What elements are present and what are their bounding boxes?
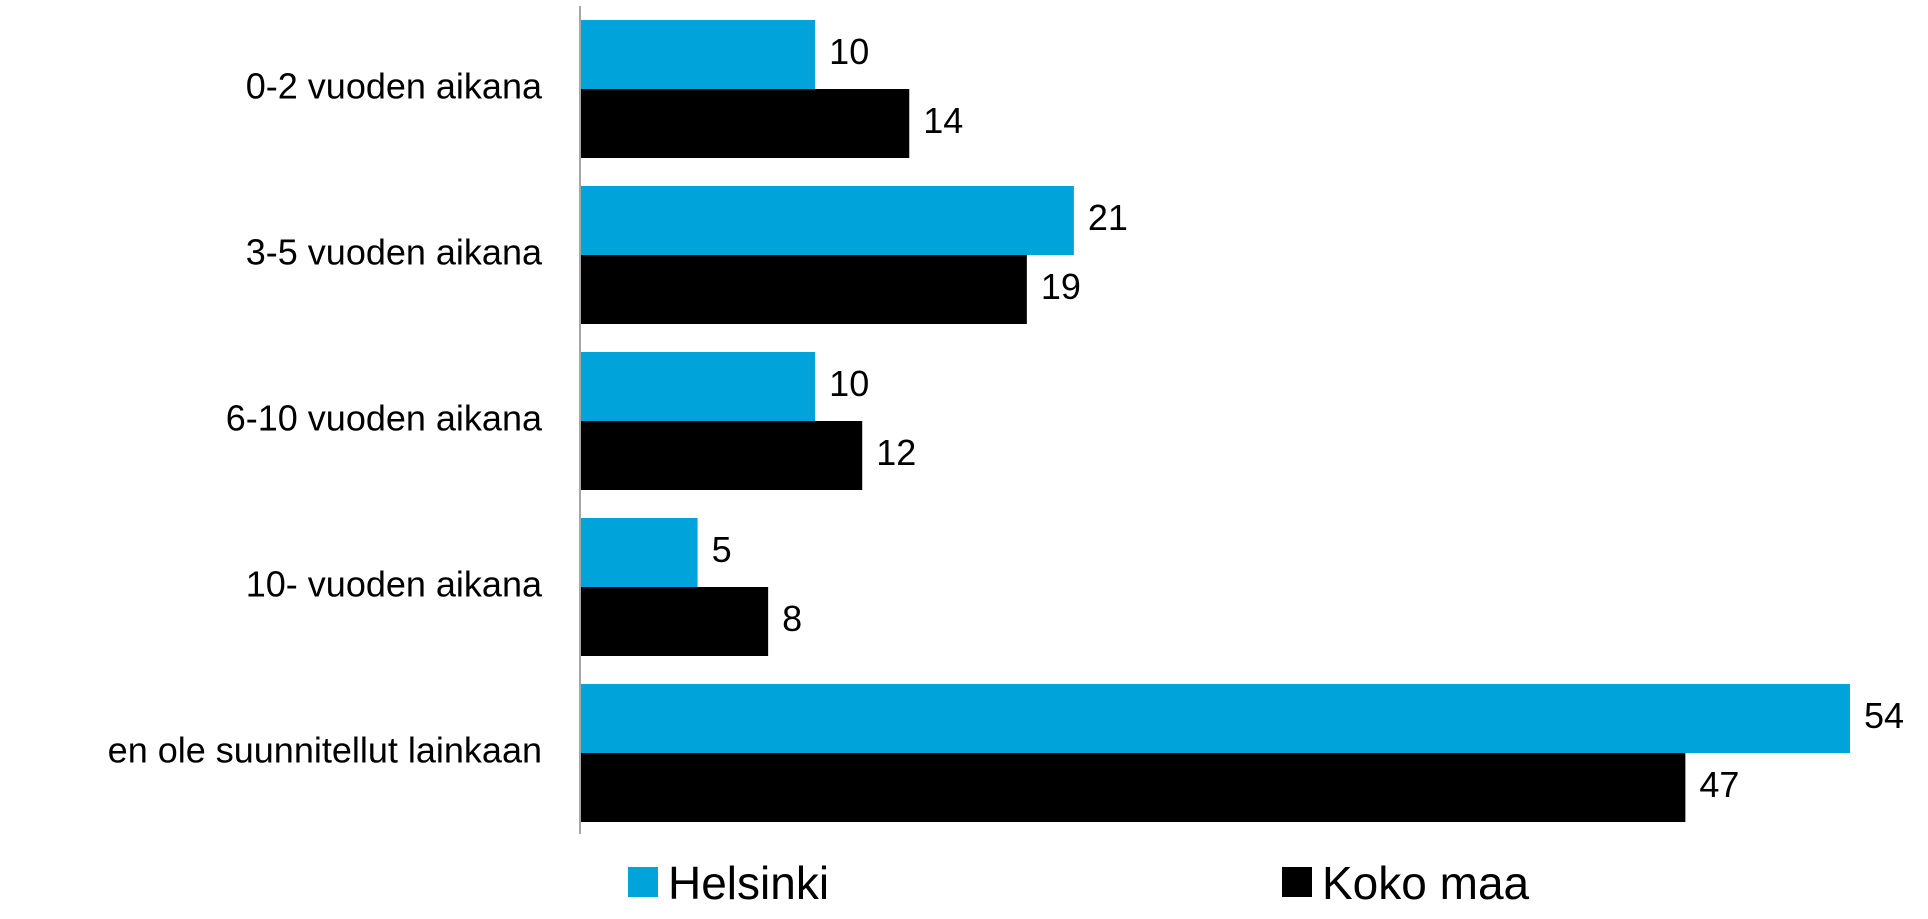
legend-label: Helsinki	[668, 857, 829, 909]
data-label: 14	[923, 100, 963, 141]
legend-swatch	[628, 867, 658, 897]
bar-helsinki	[580, 186, 1074, 255]
data-label: 12	[876, 432, 916, 473]
bar-helsinki	[580, 518, 698, 587]
category-label: 10- vuoden aikana	[246, 564, 543, 605]
bar-helsinki	[580, 684, 1850, 753]
bar-koko-maa	[580, 587, 769, 656]
bar-koko-maa	[580, 421, 863, 490]
bars-layer	[580, 20, 1850, 822]
category-label: 0-2 vuoden aikana	[246, 66, 543, 107]
data-label: 10	[829, 31, 869, 72]
bar-helsinki	[580, 352, 816, 421]
bar-koko-maa	[580, 255, 1027, 324]
legend: Helsinki Koko maa	[628, 857, 1530, 909]
bar-koko-maa	[580, 753, 1686, 822]
legend-label: Koko maa	[1322, 857, 1530, 909]
category-label: 3-5 vuoden aikana	[246, 232, 543, 273]
data-label: 8	[782, 598, 802, 639]
data-label: 10	[829, 363, 869, 404]
bar-helsinki	[580, 20, 816, 89]
category-label: en ole suunnitellut lainkaan	[108, 730, 542, 771]
category-label: 6-10 vuoden aikana	[226, 398, 543, 439]
data-label: 54	[1864, 695, 1904, 736]
legend-swatch	[1282, 867, 1312, 897]
data-label: 21	[1088, 197, 1128, 238]
bar-koko-maa	[580, 89, 910, 158]
data-label: 5	[712, 529, 732, 570]
data-label: 19	[1041, 266, 1081, 307]
category-labels: 0-2 vuoden aikana 3-5 vuoden aikana 6-10 v…	[108, 66, 543, 771]
data-label: 47	[1699, 764, 1739, 805]
